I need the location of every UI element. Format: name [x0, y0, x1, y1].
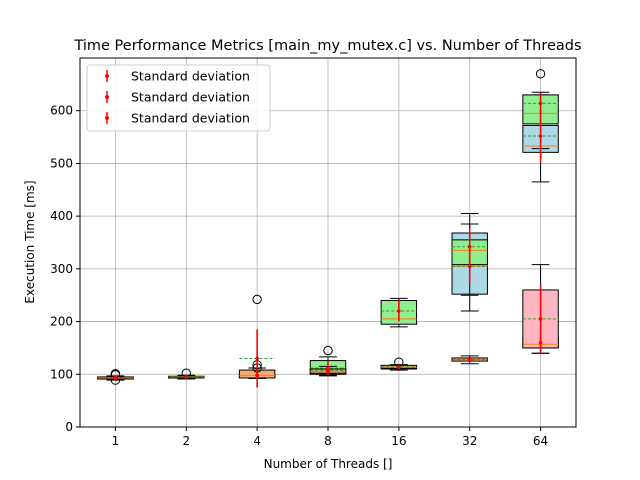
- y-tick-label: 0: [65, 420, 73, 434]
- x-tick-label: 64: [533, 434, 548, 448]
- std-deviation-bar: [467, 228, 472, 266]
- std-deviation-bar: [467, 357, 472, 362]
- x-tick-label: 32: [462, 434, 477, 448]
- std-mean-dot: [467, 244, 472, 249]
- std-deviation-bars: [113, 92, 543, 388]
- std-mean-dot: [255, 356, 259, 361]
- std-deviation-bar: [255, 329, 259, 388]
- legend-entry: Standard deviation: [105, 111, 250, 126]
- y-tick-label: 100: [50, 367, 73, 381]
- legend-label: Standard deviation: [131, 111, 250, 126]
- std-deviation-bar: [184, 375, 189, 379]
- x-tick-label: 16: [391, 434, 406, 448]
- outlier-point: [535, 69, 546, 79]
- y-tick-label: 200: [50, 315, 73, 329]
- std-deviation-bar: [538, 109, 543, 163]
- outlier-point: [323, 345, 333, 356]
- y-axis-label: Execution Time [ms]: [23, 180, 37, 303]
- x-tick-label: 8: [324, 434, 332, 448]
- std-mean-dot: [326, 368, 330, 373]
- chart-title: Time Performance Metrics [main_my_mutex.…: [73, 38, 581, 54]
- std-deviation-bar: [113, 375, 118, 380]
- x-axis-label: Number of Threads []: [264, 457, 393, 471]
- y-tick-label: 300: [50, 262, 73, 276]
- std-mean-dot: [184, 375, 189, 379]
- x-tick-label: 4: [253, 434, 261, 448]
- y-axis-ticks: 0 100 200 300 400 500 600: [50, 104, 80, 434]
- std-mean-dot: [113, 375, 118, 380]
- std-mean-dot: [467, 264, 472, 269]
- std-mean-dot: [538, 101, 543, 106]
- legend: Standard deviation Standard deviation St…: [86, 64, 271, 132]
- y-tick-label: 400: [50, 209, 73, 223]
- legend-box: [86, 64, 271, 132]
- legend-entry: Standard deviation: [105, 69, 250, 84]
- std-deviation-bar: [538, 92, 543, 114]
- std-mean-dot: [538, 317, 543, 321]
- std-mean-dot: [538, 134, 543, 138]
- legend-entry: Standard deviation: [105, 90, 250, 105]
- std-mean-dot: [467, 357, 472, 362]
- x-tick-label: 1: [112, 434, 120, 448]
- legend-label: Standard deviation: [131, 69, 250, 84]
- std-deviation-bar: [397, 300, 401, 322]
- y-tick-label: 500: [50, 156, 73, 170]
- x-tick-label: 2: [182, 434, 190, 448]
- y-tick-label: 600: [50, 104, 73, 118]
- outlier-point: [252, 294, 262, 305]
- x-axis-ticks: 1 2 4 8 16 32 64: [112, 427, 548, 448]
- std-deviation-bar: [397, 365, 401, 369]
- legend-label: Standard deviation: [131, 90, 250, 105]
- std-deviation-bar: [326, 367, 330, 374]
- std-mean-dot: [397, 309, 401, 313]
- std-deviation-bar: [538, 284, 543, 354]
- std-mean-dot: [397, 365, 401, 369]
